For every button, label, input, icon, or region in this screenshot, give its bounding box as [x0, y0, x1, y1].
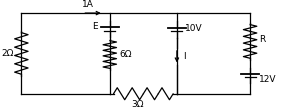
Text: 10V: 10V: [185, 24, 202, 33]
Text: 1A: 1A: [82, 0, 94, 9]
Text: I: I: [183, 52, 186, 61]
Text: 3Ω: 3Ω: [131, 100, 143, 109]
Text: R: R: [259, 35, 265, 44]
Text: 12V: 12V: [259, 75, 277, 84]
Text: 6Ω: 6Ω: [119, 50, 131, 59]
Text: E: E: [92, 22, 98, 31]
Text: 2Ω: 2Ω: [2, 49, 14, 58]
